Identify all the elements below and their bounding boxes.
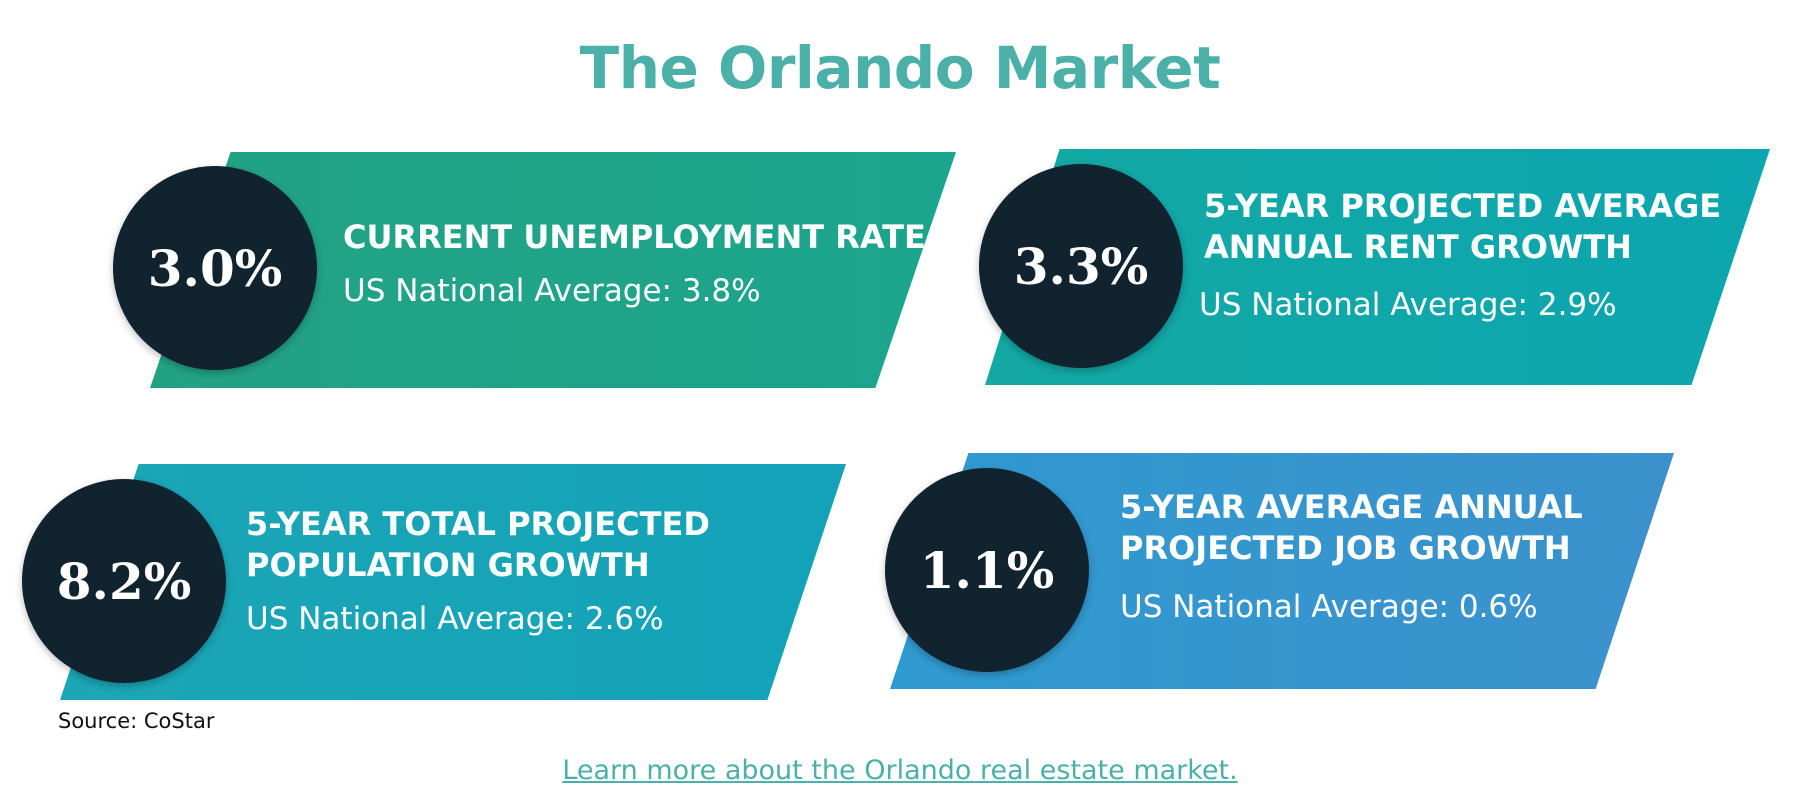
stat-value-circle-unemployment: 3.0% (113, 166, 317, 370)
page-title: The Orlando Market (579, 34, 1221, 102)
stat-heading-line: CURRENT UNEMPLOYMENT RATE (343, 218, 926, 256)
stat-value-circle-job-growth: 1.1% (885, 468, 1089, 672)
stat-heading-line: 5-YEAR PROJECTED AVERAGE (1204, 187, 1722, 225)
source-note: Source: CoStar (58, 709, 215, 733)
stat-heading-line: 5-YEAR TOTAL PROJECTED (246, 505, 710, 543)
stat-heading-line: ANNUAL RENT GROWTH (1204, 228, 1632, 266)
stat-heading-line: 5-YEAR AVERAGE ANNUAL (1120, 488, 1583, 526)
stat-comparison-rent-growth: US National Average: 2.9% (1199, 287, 1617, 323)
stat-comparison-job-growth: US National Average: 0.6% (1120, 589, 1538, 625)
stat-value-circle-population-growth: 8.2% (22, 479, 226, 683)
stat-heading-job-growth: 5-YEAR AVERAGE ANNUAL PROJECTED JOB GROW… (1120, 487, 1583, 569)
stat-heading-rent-growth: 5-YEAR PROJECTED AVERAGE ANNUAL RENT GRO… (1204, 186, 1721, 268)
stat-comparison-unemployment: US National Average: 3.8% (343, 273, 761, 309)
stat-heading-population-growth: 5-YEAR TOTAL PROJECTED POPULATION GROWTH (246, 504, 710, 586)
stat-heading-line: PROJECTED JOB GROWTH (1120, 529, 1571, 567)
stat-value-circle-rent-growth: 3.3% (979, 164, 1183, 368)
stat-heading-line: POPULATION GROWTH (246, 546, 650, 584)
learn-more-link[interactable]: Learn more about the Orlando real estate… (562, 755, 1238, 786)
stat-comparison-population-growth: US National Average: 2.6% (246, 601, 664, 637)
stat-heading-unemployment: CURRENT UNEMPLOYMENT RATE (343, 217, 926, 258)
